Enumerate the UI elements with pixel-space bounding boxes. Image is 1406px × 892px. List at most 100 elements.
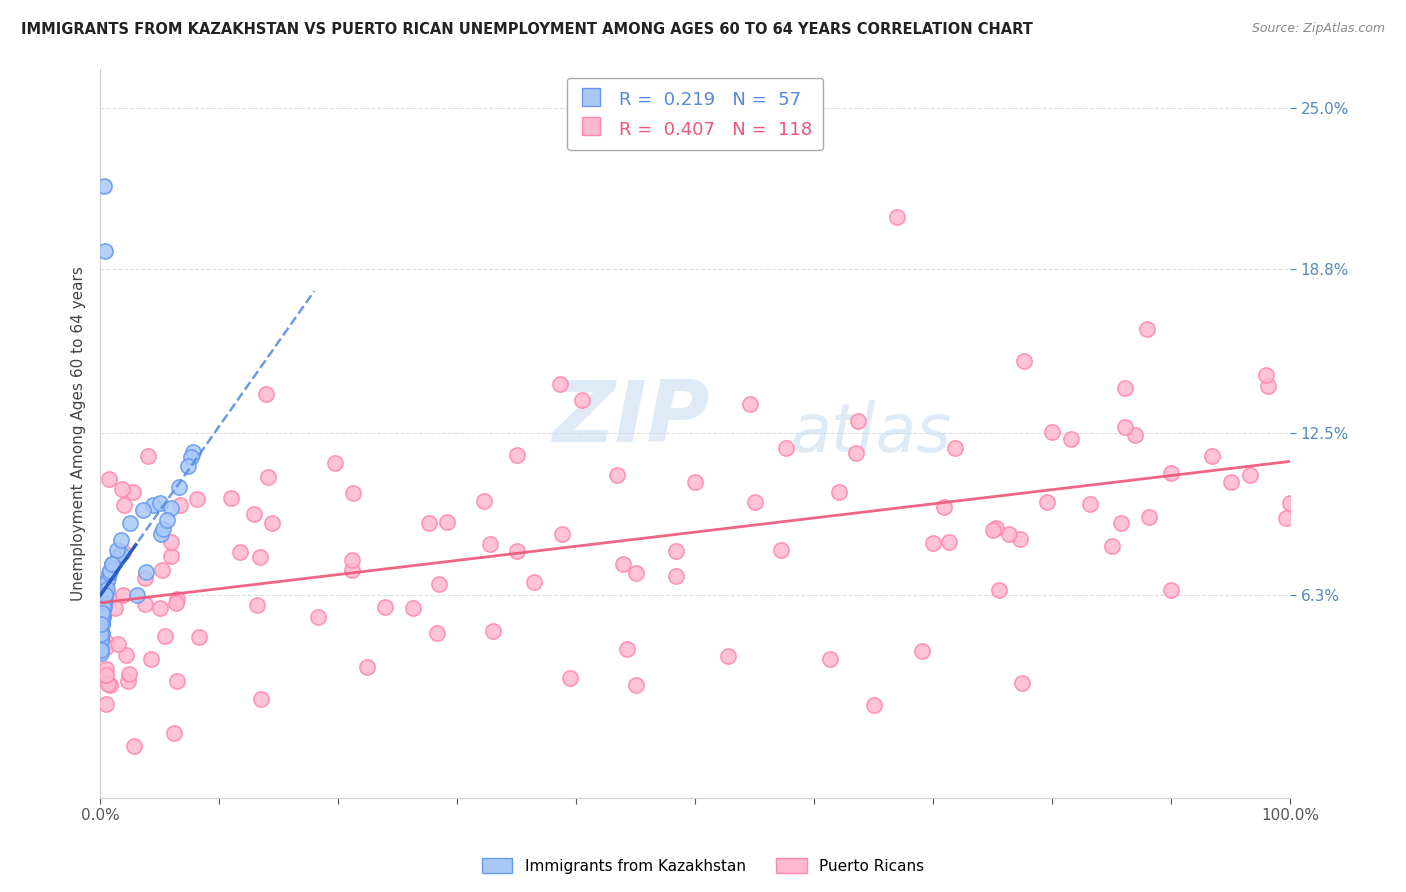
- Point: [683, 475, 706, 490]
- Point: [166, 591, 188, 606]
- Point: [90, 613, 112, 627]
- Point: [98, 591, 121, 606]
- Point: [1160, 466, 1182, 480]
- Point: [110, 533, 132, 547]
- Point: [1080, 497, 1102, 511]
- Point: [94, 640, 117, 655]
- Point: [744, 495, 766, 509]
- Point: [845, 446, 868, 460]
- Point: [256, 470, 278, 484]
- Legend: Immigrants from Kazakhstan, Puerto Ricans: Immigrants from Kazakhstan, Puerto Rican…: [475, 852, 931, 880]
- Point: [523, 574, 546, 589]
- Point: [177, 458, 200, 473]
- Point: [136, 449, 159, 463]
- Point: [187, 630, 209, 644]
- Point: [90, 629, 112, 643]
- Point: [100, 561, 122, 575]
- Point: [770, 543, 793, 558]
- Point: [111, 588, 134, 602]
- Point: [117, 673, 139, 688]
- Point: [943, 441, 966, 455]
- Point: [127, 588, 149, 602]
- Point: [181, 445, 204, 459]
- Point: [1137, 509, 1160, 524]
- Point: [107, 549, 129, 563]
- Point: [356, 660, 378, 674]
- Point: [150, 526, 173, 541]
- Point: [94, 585, 117, 599]
- Point: [98, 566, 121, 580]
- Point: [90, 641, 112, 656]
- Point: [922, 536, 945, 550]
- Point: [418, 516, 440, 530]
- Point: [1101, 540, 1123, 554]
- Point: [91, 617, 114, 632]
- Point: [260, 516, 283, 530]
- Point: [90, 632, 112, 646]
- Point: [846, 414, 869, 428]
- Point: [548, 377, 571, 392]
- Point: [90, 632, 112, 646]
- Point: [665, 544, 688, 558]
- Point: [505, 448, 527, 462]
- Point: [160, 549, 183, 563]
- Point: [93, 178, 115, 193]
- Point: [998, 527, 1021, 541]
- Point: [436, 515, 458, 529]
- Point: [1109, 516, 1132, 530]
- Point: [97, 676, 120, 690]
- Point: [101, 558, 124, 572]
- Point: [90, 617, 112, 632]
- Point: [479, 537, 502, 551]
- Point: [149, 601, 172, 615]
- Point: [94, 697, 117, 711]
- Point: [114, 648, 136, 662]
- Point: [93, 600, 115, 615]
- Point: [219, 491, 242, 505]
- Point: [402, 600, 425, 615]
- Point: [551, 527, 574, 541]
- Point: [111, 482, 134, 496]
- Point: [118, 667, 141, 681]
- Point: [105, 542, 128, 557]
- Point: [1008, 532, 1031, 546]
- Point: [932, 500, 955, 515]
- Point: [1114, 419, 1136, 434]
- Point: [482, 624, 505, 638]
- Point: [94, 662, 117, 676]
- Point: [1011, 675, 1033, 690]
- Point: [571, 393, 593, 408]
- Point: [1040, 425, 1063, 439]
- Point: [98, 472, 121, 486]
- Point: [340, 553, 363, 567]
- Point: [254, 387, 277, 401]
- Point: [90, 627, 112, 641]
- Point: [1012, 354, 1035, 368]
- Point: [111, 545, 134, 559]
- Point: [163, 725, 186, 739]
- Point: [90, 646, 112, 660]
- Point: [90, 629, 112, 643]
- Point: [249, 550, 271, 565]
- Point: [186, 491, 208, 506]
- Point: [558, 671, 581, 685]
- Point: [100, 565, 122, 579]
- Point: [1123, 427, 1146, 442]
- Point: [987, 582, 1010, 597]
- Point: [624, 566, 647, 581]
- Point: [169, 480, 191, 494]
- Point: [142, 498, 165, 512]
- Point: [342, 486, 364, 500]
- Point: [1036, 495, 1059, 509]
- Point: [152, 522, 174, 536]
- Point: [911, 644, 934, 658]
- Point: [229, 545, 252, 559]
- Point: [250, 691, 273, 706]
- Text: ZIP: ZIP: [553, 377, 710, 460]
- Point: [427, 577, 450, 591]
- Point: [93, 603, 115, 617]
- Point: [94, 586, 117, 600]
- Point: [472, 493, 495, 508]
- Text: atlas: atlas: [790, 401, 952, 467]
- Point: [505, 544, 527, 558]
